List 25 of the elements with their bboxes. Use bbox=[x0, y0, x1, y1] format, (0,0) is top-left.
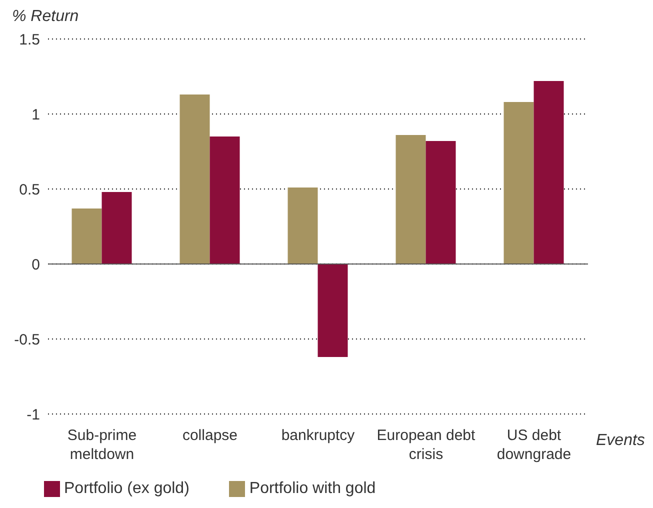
bar bbox=[318, 264, 348, 357]
x-tick-label: European debt crisis bbox=[376, 427, 476, 463]
bar bbox=[396, 135, 426, 264]
x-tick-label: US debt downgrade bbox=[496, 427, 572, 463]
bar bbox=[210, 136, 240, 264]
bar bbox=[288, 188, 318, 264]
bar bbox=[102, 192, 132, 264]
y-tick-label: 1.5 bbox=[19, 31, 40, 48]
y-tick-label: -1 bbox=[26, 406, 40, 424]
bar bbox=[72, 208, 102, 264]
y-tick-label: 0.5 bbox=[19, 181, 40, 198]
y-axis-title: % Return bbox=[12, 8, 79, 26]
legend-label: Portfolio (ex gold) bbox=[64, 480, 190, 497]
bar bbox=[534, 81, 564, 264]
bar bbox=[504, 102, 534, 264]
x-tick-label: Sub-prime meltdown bbox=[67, 427, 137, 463]
y-tick-label: 0 bbox=[32, 256, 40, 274]
x-axis-title: Events bbox=[596, 432, 645, 450]
y-tick-label: 1 bbox=[32, 106, 40, 124]
x-tick-label: bankruptcy bbox=[281, 427, 356, 444]
x-tick-label: collapse bbox=[182, 427, 238, 444]
y-tick-label: -0.5 bbox=[14, 331, 40, 348]
bar bbox=[180, 94, 210, 264]
legend-label: Portfolio with gold bbox=[249, 480, 376, 497]
bar bbox=[426, 141, 456, 264]
